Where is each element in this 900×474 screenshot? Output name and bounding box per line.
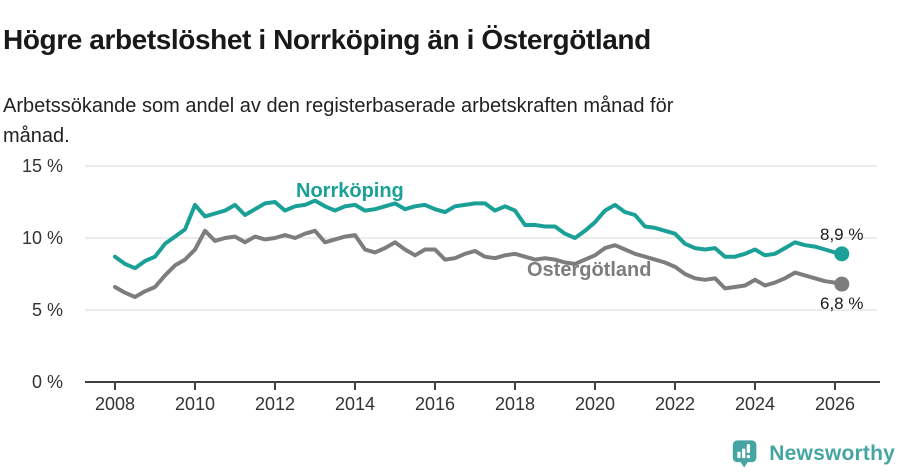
brand-name: Newsworthy <box>769 442 895 465</box>
x-tick-label: 2018 <box>495 394 535 414</box>
footer-brand[interactable]: Newsworthy <box>731 438 895 470</box>
y-tick-label: 15 % <box>22 156 63 176</box>
y-tick-label: 10 % <box>22 228 63 248</box>
x-tick-label: 2020 <box>575 394 615 414</box>
series-line-ostergotland <box>113 228 844 299</box>
series-line-norrkoping <box>113 198 844 271</box>
chart-subtitle: Arbetssökande som andel av den registerb… <box>3 91 823 151</box>
x-tick-label: 2012 <box>255 394 295 414</box>
series-label-ostergotland: Östergötland <box>527 258 651 281</box>
series-end-value-norrkoping: 8,9 % <box>820 225 863 244</box>
series-label-norrkoping: Norrköping <box>296 180 404 202</box>
x-tick-label: 2014 <box>335 394 375 414</box>
page-title: Högre arbetslöshet i Norrköping än i Öst… <box>3 23 651 55</box>
series-end-dot-norrkoping <box>834 246 850 262</box>
subtitle-line-1: Arbetssökande som andel av den registerb… <box>3 95 674 117</box>
x-tick-label: 2010 <box>175 394 215 414</box>
x-tick-label: 2026 <box>815 394 855 414</box>
series-end-dot-ostergotland <box>834 276 850 292</box>
x-tick-label: 2022 <box>655 394 695 414</box>
x-tick-label: 2016 <box>415 394 455 414</box>
subtitle-line-2: månad. <box>3 125 70 147</box>
newsworthy-logo-icon <box>733 440 757 468</box>
series-end-value-ostergotland: 6,8 % <box>820 294 863 313</box>
y-tick-label: 0 % <box>32 372 63 392</box>
y-tick-label: 5 % <box>32 300 63 320</box>
x-tick-label: 2024 <box>735 394 775 414</box>
x-tick-label: 2008 <box>95 394 135 414</box>
